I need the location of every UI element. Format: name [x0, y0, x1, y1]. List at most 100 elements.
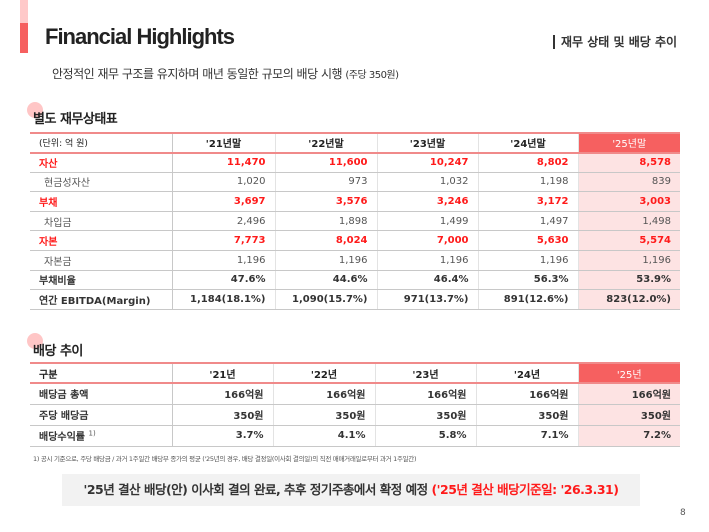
row-label: 현금성자산 — [30, 172, 173, 193]
summary-banner: '25년 결산 배당(안) 이사회 결의 완료, 추후 정기주총에서 확정 예정… — [62, 474, 640, 506]
column-header: '21년 — [172, 362, 274, 384]
cell-value: 1,196 — [478, 250, 579, 271]
row-label-text: 차입금 — [44, 217, 72, 229]
summary-text: '25년 결산 배당(안) 이사회 결의 완료, 추후 정기주총에서 확정 예정 — [83, 482, 432, 497]
cell-value: 7,000 — [377, 230, 479, 252]
table-row: 자본금 1,196 1,196 1,196 1,196 1,196 — [30, 250, 680, 271]
cell-value: 1,196 — [377, 250, 479, 271]
table-row: 배당수익률 1) 3.7% 4.1% 5.8% 7.1% 7.2% — [30, 425, 680, 447]
column-header: '23년 — [375, 362, 477, 384]
cell-value: 1,499 — [377, 211, 479, 232]
cell-value: 1,898 — [275, 211, 378, 232]
row-label: 배당금 총액 — [30, 383, 173, 405]
cell-value: 47.6% — [172, 270, 276, 291]
cell-value: 1,198 — [478, 172, 579, 193]
row-label: 차입금 — [30, 211, 173, 232]
cell-value: 2,496 — [172, 211, 276, 232]
cell-value: 166억원 — [172, 383, 274, 405]
cell-value: 3,697 — [172, 191, 276, 212]
cell-value: 1,020 — [172, 172, 276, 193]
row-label-text: 자본 — [39, 237, 58, 249]
subtitle-note: (주당 350원) — [345, 70, 399, 81]
cell-value: 839 — [578, 172, 680, 193]
header-label: (단위: 억 원) — [30, 132, 173, 154]
cell-value: 7,773 — [172, 230, 276, 252]
dividend-title: 배당 추이 — [33, 344, 83, 359]
column-header: '22년 — [273, 362, 376, 384]
table-row: 차입금 2,496 1,898 1,499 1,497 1,498 — [30, 211, 680, 232]
cell-value: 166억원 — [375, 383, 477, 405]
section-dot — [27, 333, 43, 349]
row-label-text: 주당 배당금 — [39, 411, 89, 422]
row-label-text: 배당금 총액 — [39, 390, 89, 402]
page-title: Financial Highlights — [45, 24, 235, 49]
cell-value: 350원 — [273, 404, 376, 426]
cell-value: 166억원 — [578, 383, 680, 405]
cell-value: 3,003 — [578, 191, 680, 212]
row-label: 자본 — [30, 230, 173, 252]
row-label-text: 부채 — [39, 198, 58, 210]
cell-value: 3.7% — [172, 425, 274, 447]
cell-value: 1,498 — [578, 211, 680, 232]
page-number: 8 — [680, 508, 686, 518]
cell-value: 53.9% — [578, 270, 680, 291]
row-label: 자본금 — [30, 250, 173, 271]
cell-value: 11,600 — [275, 152, 378, 173]
cell-value: 166억원 — [273, 383, 376, 405]
table-header: (단위: 억 원) '21년말 '22년말 '23년말 '24년말 '25년말 — [30, 132, 680, 154]
cell-value: 1,032 — [377, 172, 479, 193]
table-row: 자산 11,470 11,600 10,247 8,802 8,578 — [30, 152, 680, 173]
table-row: 주당 배당금 350원 350원 350원 350원 350원 — [30, 404, 680, 426]
cell-value: 1,196 — [275, 250, 378, 271]
cell-value: 7.1% — [476, 425, 579, 447]
cell-value: 823(12.0%) — [578, 289, 680, 310]
footnote-marker: 1) — [88, 429, 96, 438]
cell-value: 3,576 — [275, 191, 378, 212]
table-row: 부채비율 47.6% 44.6% 46.4% 56.3% 53.9% — [30, 270, 680, 291]
cell-value: 8,578 — [578, 152, 680, 173]
cell-value: 350원 — [578, 404, 680, 426]
header-label: 구분 — [30, 362, 173, 384]
section-dot — [27, 102, 43, 118]
row-label: 부채비율 — [30, 270, 173, 291]
cell-value: 3,172 — [478, 191, 579, 212]
table-row: 자본 7,773 8,024 7,000 5,630 5,574 — [30, 230, 680, 252]
cell-value: 1,184(18.1%) — [172, 289, 276, 310]
column-header: '24년말 — [478, 132, 579, 154]
cell-value: 5,574 — [578, 230, 680, 252]
column-header: '25년말 — [578, 132, 680, 154]
balance-title: 별도 재무상태표 — [33, 112, 118, 127]
cell-value: 44.6% — [275, 270, 378, 291]
cell-value: 891(12.6%) — [478, 289, 579, 310]
cell-value: 7.2% — [578, 425, 680, 447]
cell-value: 4.1% — [273, 425, 376, 447]
cell-value: 1,196 — [172, 250, 276, 271]
cell-value: 3,246 — [377, 191, 479, 212]
page-subtitle: 안정적인 재무 구조를 유지하며 매년 동일한 규모의 배당 시행 (주당 35… — [52, 65, 399, 82]
column-header: '25년 — [578, 362, 680, 384]
cell-value: 350원 — [172, 404, 274, 426]
table-row: 배당금 총액 166억원 166억원 166억원 166억원 166억원 — [30, 383, 680, 405]
cell-value: 1,090(15.7%) — [275, 289, 378, 310]
cell-value: 10,247 — [377, 152, 479, 173]
row-label: 부채 — [30, 191, 173, 212]
footnote: 1) 공시 기준으로, 주당 배당금 / 과거 1주일간 배당부 종가의 평균 … — [33, 455, 417, 463]
cell-value: 5.8% — [375, 425, 477, 447]
table-header: 구분 '21년 '22년 '23년 '24년 '25년 — [30, 362, 680, 384]
column-header: '24년 — [476, 362, 579, 384]
row-label-text: 자본금 — [44, 256, 72, 268]
cell-value: 8,802 — [478, 152, 579, 173]
row-label: 주당 배당금 — [30, 404, 173, 426]
row-label: 연간 EBITDA(Margin) — [30, 289, 173, 310]
cell-value: 166억원 — [476, 383, 579, 405]
row-label-text: 연간 EBITDA(Margin) — [39, 296, 151, 308]
column-header: '21년말 — [172, 132, 276, 154]
row-label: 배당수익률 1) — [30, 425, 173, 447]
balance-sheet-table: (단위: 억 원) '21년말 '22년말 '23년말 '24년말 '25년말 자산 11,… — [30, 132, 680, 310]
subtitle-text: 안정적인 재무 구조를 유지하며 매년 동일한 규모의 배당 시행 — [52, 67, 343, 81]
column-header: '23년말 — [377, 132, 479, 154]
cell-value: 350원 — [476, 404, 579, 426]
cell-value: 5,630 — [478, 230, 579, 252]
column-header: '22년말 — [275, 132, 378, 154]
accent-bar — [20, 23, 28, 53]
